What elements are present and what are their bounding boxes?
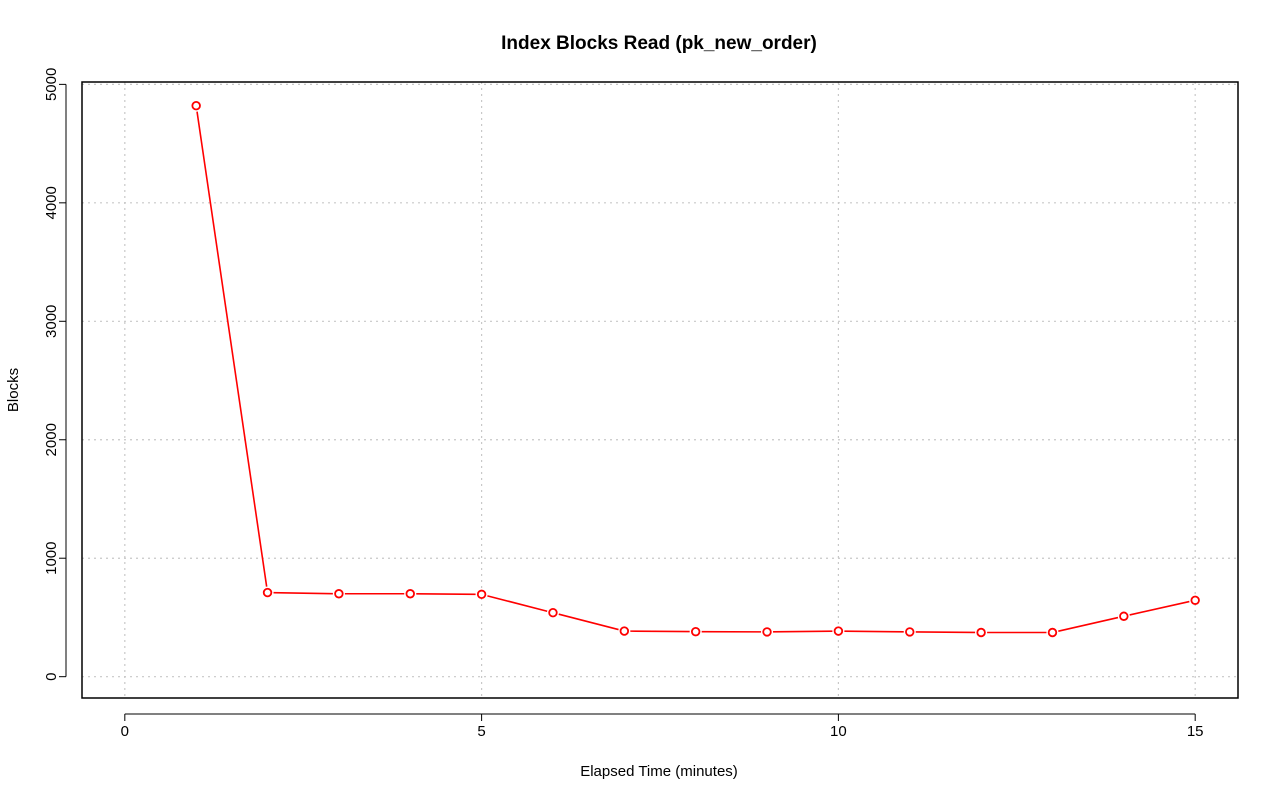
x-tick-label: 5 [477, 723, 485, 740]
x-tick-label: 10 [830, 723, 847, 740]
series-line-segment [487, 595, 548, 612]
data-point [619, 626, 630, 636]
series-line-segment [273, 591, 333, 595]
series-line-segment [1129, 600, 1190, 616]
series-line-segment [558, 613, 619, 631]
chart-title: Index Blocks Read (pk_new_order) [501, 33, 817, 54]
series-line-segment [1058, 616, 1119, 632]
data-point [1047, 627, 1058, 638]
plot-frame [81, 81, 1239, 699]
series-line-segment [773, 630, 833, 633]
y-tick-label: 5000 [43, 68, 60, 101]
series-layer [191, 100, 1200, 638]
series-line-segment [196, 111, 268, 587]
data-point [976, 627, 986, 638]
y-tick-label: 4000 [43, 186, 60, 219]
data-point [405, 589, 415, 599]
data-point [476, 589, 487, 600]
data-point [690, 626, 701, 637]
x-tick-label: 15 [1187, 723, 1204, 740]
data-point [548, 608, 558, 618]
data-point [905, 627, 915, 637]
grid-lines [82, 82, 1238, 698]
y-tick-label: 2000 [43, 423, 60, 456]
y-tick-label: 0 [43, 673, 60, 681]
x-axis: 0 5 10 15 [121, 713, 1204, 740]
data-point [833, 626, 844, 636]
data-point [1190, 595, 1200, 605]
data-point [1119, 611, 1129, 621]
series-line-segment [844, 630, 904, 633]
y-tick-label: 1000 [43, 542, 60, 575]
y-axis: 0 1000 2000 3000 4000 5000 [43, 68, 67, 681]
data-point [334, 589, 344, 599]
data-point [191, 100, 201, 111]
data-point [262, 587, 273, 598]
data-point [762, 627, 772, 637]
y-axis-label: Blocks [5, 368, 22, 412]
x-axis-label: Elapsed Time (minutes) [580, 763, 738, 780]
x-tick-label: 0 [121, 723, 129, 740]
y-tick-label: 3000 [43, 305, 60, 338]
